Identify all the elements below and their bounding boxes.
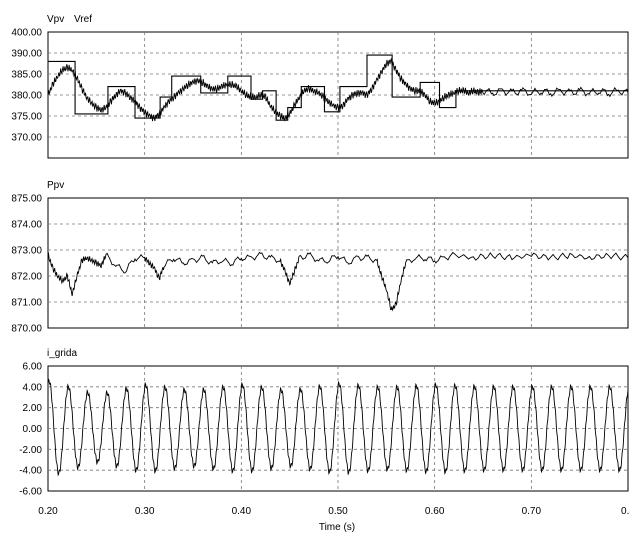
y-tick-label: 0.00 <box>23 424 43 435</box>
y-tick-label: 375.00 <box>11 112 42 123</box>
panel-label: Ppv <box>47 180 64 191</box>
y-tick-label: 873.00 <box>11 246 42 257</box>
y-tick-label: 2.00 <box>23 403 43 414</box>
y-tick-label: 6.00 <box>23 362 43 373</box>
y-tick-label: 870.00 <box>11 324 42 335</box>
y-tick-label: 4.00 <box>23 382 43 393</box>
series-line-ppv <box>47 251 629 312</box>
x-tick-label: 0.8 <box>621 506 630 517</box>
x-tick-label: 0.30 <box>135 506 155 517</box>
y-tick-label: 380.00 <box>11 91 42 102</box>
y-tick-label: -6.00 <box>19 487 42 498</box>
x-axis-title: Time (s) <box>319 522 355 533</box>
y-tick-label: 390.00 <box>11 49 42 60</box>
panel-label: i_grida <box>47 348 77 359</box>
panel-label: Vref <box>74 14 92 25</box>
x-tick-label: 0.20 <box>38 506 58 517</box>
x-tick-label: 0.50 <box>328 506 348 517</box>
y-tick-label: 400.00 <box>11 28 42 39</box>
panel-label: Vpv <box>47 14 64 25</box>
x-tick-label: 0.40 <box>232 506 252 517</box>
series-line-vref <box>48 54 628 121</box>
y-tick-label: 875.00 <box>11 194 42 205</box>
x-tick-label: 0.60 <box>425 506 445 517</box>
y-tick-label: -4.00 <box>19 466 42 477</box>
x-tick-label: 0.70 <box>522 506 542 517</box>
y-tick-label: 385.00 <box>11 70 42 81</box>
y-tick-label: -2.00 <box>19 445 42 456</box>
y-tick-label: 370.00 <box>11 133 42 144</box>
series-line-i-grida <box>47 377 629 477</box>
y-tick-label: 874.00 <box>11 220 42 231</box>
y-tick-label: 871.00 <box>11 298 42 309</box>
y-tick-label: 872.00 <box>11 272 42 283</box>
